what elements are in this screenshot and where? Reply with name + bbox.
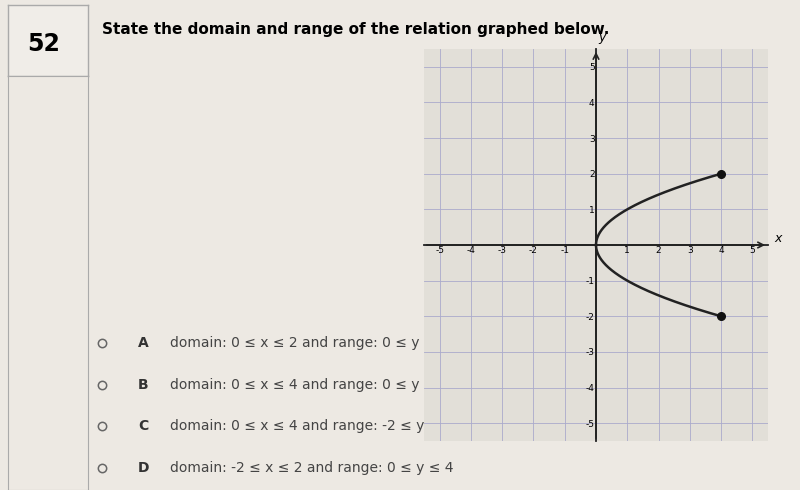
Text: 52: 52 xyxy=(27,32,61,56)
Text: domain: 0 ≤ x ≤ 4 and range: 0 ≤ y ≤ 2: domain: 0 ≤ x ≤ 4 and range: 0 ≤ y ≤ 2 xyxy=(170,378,449,392)
Text: State the domain and range of the relation graphed below.: State the domain and range of the relati… xyxy=(102,22,610,37)
Text: C: C xyxy=(138,419,148,433)
Text: y: y xyxy=(598,31,606,44)
Text: domain: 0 ≤ x ≤ 4 and range: -2 ≤ y ≤ 2: domain: 0 ≤ x ≤ 4 and range: -2 ≤ y ≤ 2 xyxy=(170,419,454,433)
Text: B: B xyxy=(138,378,149,392)
Text: domain: -2 ≤ x ≤ 2 and range: 0 ≤ y ≤ 4: domain: -2 ≤ x ≤ 2 and range: 0 ≤ y ≤ 4 xyxy=(170,461,454,475)
Text: domain: 0 ≤ x ≤ 2 and range: 0 ≤ y ≤ 4: domain: 0 ≤ x ≤ 2 and range: 0 ≤ y ≤ 4 xyxy=(170,336,449,350)
Text: A: A xyxy=(138,336,149,350)
Text: D: D xyxy=(138,461,150,475)
Text: x: x xyxy=(774,232,782,245)
